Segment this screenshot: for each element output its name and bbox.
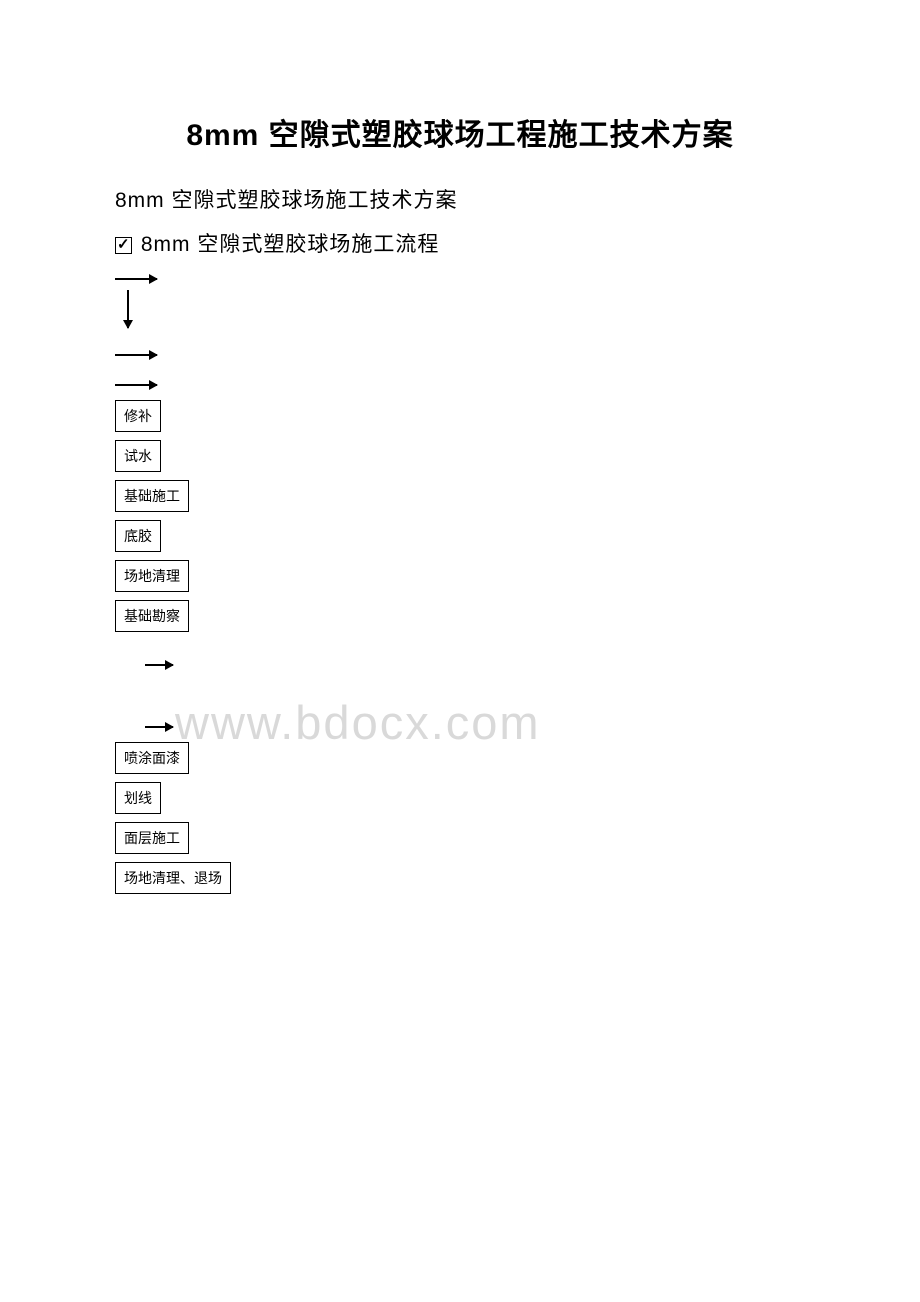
arrow-right-icon: [115, 278, 157, 280]
flow-diagram: 修补 试水 基础施工 底胶 场地清理 基础勘察 喷涂面漆 划线 面层施工 场地清…: [115, 278, 805, 898]
flow-box-base-construction: 基础施工: [115, 480, 189, 512]
flow-title: 8mm 空隙式塑胶球场施工流程: [115, 228, 805, 258]
arrow-right-icon: [145, 664, 173, 666]
document-content: 8mm 空隙式塑胶球场工程施工技术方案 8mm 空隙式塑胶球场施工技术方案 8m…: [0, 0, 920, 898]
flow-box-line-marking: 划线: [115, 782, 161, 814]
flow-box-repair: 修补: [115, 400, 161, 432]
document-subtitle: 8mm 空隙式塑胶球场施工技术方案: [115, 184, 805, 214]
arrow-right-icon: [145, 726, 173, 728]
checkbox-icon: [115, 237, 132, 254]
flow-box-water-test: 试水: [115, 440, 161, 472]
flow-box-base-survey: 基础勘察: [115, 600, 189, 632]
flow-box-base-glue: 底胶: [115, 520, 161, 552]
document-title: 8mm 空隙式塑胶球场工程施工技术方案: [115, 110, 805, 154]
flow-box-surface-construction: 面层施工: [115, 822, 189, 854]
flow-title-text: 8mm 空隙式塑胶球场施工流程: [141, 233, 440, 256]
flow-box-site-cleanup: 场地清理: [115, 560, 189, 592]
flow-box-cleanup-exit: 场地清理、退场: [115, 862, 231, 894]
arrow-right-icon: [115, 384, 157, 386]
arrow-right-icon: [115, 354, 157, 356]
arrow-down-icon: [127, 290, 129, 328]
flow-box-spray-paint: 喷涂面漆: [115, 742, 189, 774]
